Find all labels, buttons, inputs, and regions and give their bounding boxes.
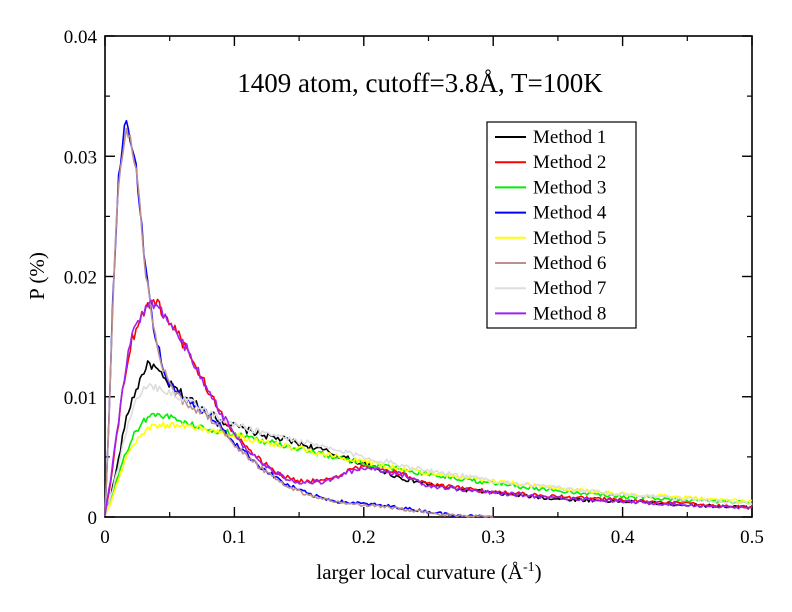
legend-label: Method 5 bbox=[533, 228, 606, 249]
y-tick-label: 0 bbox=[88, 508, 98, 529]
legend-label: Method 2 bbox=[533, 152, 606, 173]
axis-ticks: 0 0.1 0.2 0.3 0.4 0.5 0 0.01 0.02 0.03 0.04 bbox=[64, 27, 764, 548]
legend-label: Method 7 bbox=[533, 278, 606, 299]
legend-label: Method 8 bbox=[533, 303, 606, 324]
legend-label: Method 6 bbox=[533, 253, 606, 274]
y-tick-label: 0.01 bbox=[64, 388, 97, 409]
x-tick-label: 0.5 bbox=[740, 527, 764, 548]
x-axis-label: larger local curvature (Å-1) bbox=[316, 560, 541, 584]
x-tick-label: 0 bbox=[100, 527, 110, 548]
x-axis-label-sup: -1 bbox=[523, 560, 535, 575]
legend-label: Method 1 bbox=[533, 127, 606, 148]
x-axis-label-main: larger local curvature (Å bbox=[316, 560, 523, 584]
x-tick-label: 0.1 bbox=[223, 527, 247, 548]
y-tick-label: 0.02 bbox=[64, 268, 97, 289]
x-tick-label: 0.2 bbox=[352, 527, 376, 548]
plot-frame bbox=[104, 35, 753, 518]
legend-label: Method 4 bbox=[533, 203, 607, 224]
legend-box bbox=[486, 121, 637, 329]
x-axis-label-close: ) bbox=[535, 560, 542, 584]
y-tick-label: 0.04 bbox=[64, 27, 98, 48]
series-line bbox=[104, 383, 753, 517]
legend-label: Method 3 bbox=[533, 177, 606, 198]
y-tick-label: 0.03 bbox=[64, 147, 97, 168]
chart-title: 1409 atom, cutoff=3.8Å, T=100K bbox=[237, 68, 603, 98]
x-tick-label: 0.4 bbox=[611, 527, 635, 548]
x-tick-label: 0.3 bbox=[481, 527, 505, 548]
series-line bbox=[104, 412, 753, 517]
series-line bbox=[104, 298, 753, 516]
legend: Method 1 Method 2 Method 3 Method 4 Method 5… bbox=[486, 121, 637, 329]
series-line bbox=[104, 127, 494, 518]
series-line bbox=[104, 299, 753, 516]
y-axis-label: P (%) bbox=[25, 252, 49, 300]
series-group bbox=[104, 119, 753, 518]
